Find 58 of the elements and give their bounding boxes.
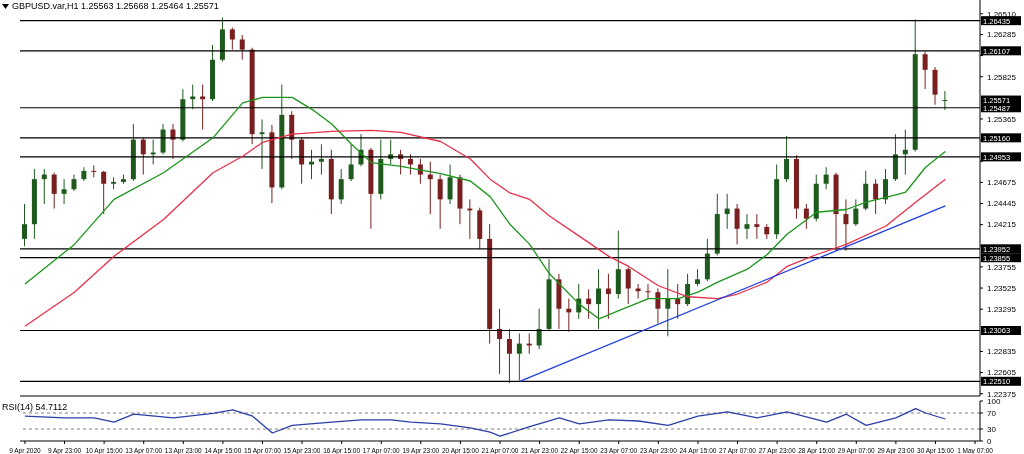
candlestick — [318, 143, 324, 176]
y-tick-label: 1.24445 — [987, 199, 1017, 209]
candlestick — [239, 34, 245, 61]
candlestick — [655, 288, 661, 324]
candlestick — [823, 166, 829, 190]
candlestick — [942, 90, 948, 111]
y-tick-label: 100 — [987, 396, 1001, 406]
y-tick-label: 1.26285 — [987, 30, 1017, 40]
y-tick-label: 1.23525 — [987, 283, 1017, 293]
line-series — [24, 129, 947, 327]
y-tick-label: 1.25365 — [987, 114, 1017, 124]
candlestick — [853, 198, 859, 227]
candlestick — [625, 266, 631, 305]
candlestick — [516, 333, 522, 381]
chart-title: RSI(14) 54.7112 — [2, 402, 68, 412]
y-tick-label: 1.22375 — [987, 389, 1017, 399]
y-tick-label: 0 — [987, 436, 992, 446]
candlestick — [883, 168, 889, 205]
candlestick — [873, 178, 879, 215]
candlestick — [803, 203, 809, 230]
y-tick-label: 1.24675 — [987, 178, 1017, 188]
candlestick — [348, 143, 354, 182]
y-tick-label: 70 — [987, 408, 997, 418]
line-series — [24, 96, 947, 320]
candlestick — [536, 308, 542, 350]
candlestick — [51, 172, 57, 210]
candlestick — [784, 135, 790, 183]
y-tick-label: 1.25825 — [987, 72, 1017, 82]
candlestick — [506, 328, 512, 384]
candlestick — [922, 50, 928, 90]
candlestick — [160, 123, 166, 155]
candlestick — [417, 158, 423, 185]
y-tick-label: 1.22835 — [987, 347, 1017, 357]
candlestick — [665, 268, 671, 337]
candlestick — [140, 137, 146, 176]
y-tick-label: 1.23755 — [987, 262, 1017, 272]
candlestick — [22, 203, 27, 247]
candlestick — [754, 213, 760, 240]
candlestick — [229, 27, 235, 51]
y-tick-label: 30 — [987, 424, 997, 434]
candlestick — [259, 118, 265, 170]
y-tick-label: 1.23295 — [987, 305, 1017, 315]
candlestick — [101, 170, 107, 215]
candlestick — [91, 164, 97, 178]
candlestick — [596, 268, 602, 330]
candlestick — [437, 174, 443, 230]
candlestick — [744, 213, 750, 240]
candlestick — [338, 168, 344, 205]
candlestick — [200, 84, 206, 131]
candlestick — [61, 178, 67, 205]
candlestick — [843, 198, 849, 252]
y-tick-label: 1.24215 — [987, 220, 1017, 230]
candlestick — [645, 283, 651, 300]
candlestick — [447, 163, 453, 205]
y-tick-label: 1.22605 — [987, 368, 1017, 378]
candlestick — [734, 203, 740, 245]
candlestick — [190, 84, 196, 110]
chart-title: GBPUSD.var,H1 1.25563 1.25668 1.25464 1.25571 — [12, 1, 219, 11]
